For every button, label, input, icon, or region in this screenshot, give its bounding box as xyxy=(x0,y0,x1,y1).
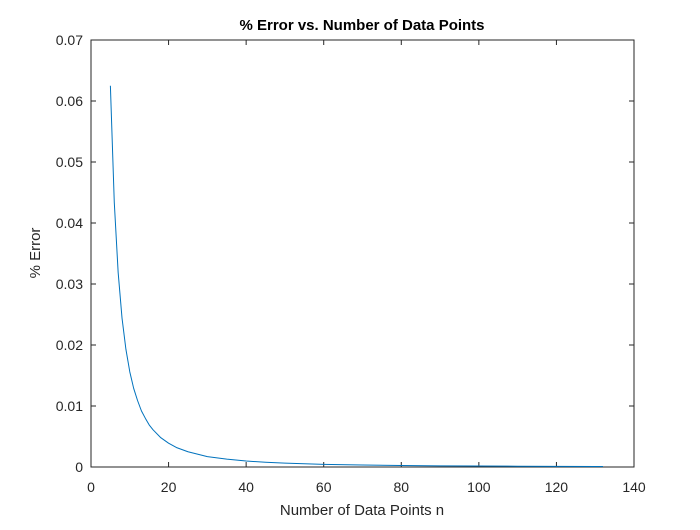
x-axis-label: Number of Data Points n xyxy=(280,502,444,519)
x-tick-label: 120 xyxy=(545,479,569,495)
y-tick-label: 0.06 xyxy=(56,93,83,109)
x-tick-label: 20 xyxy=(161,479,177,495)
plot-area xyxy=(90,39,635,468)
x-tick-label: 40 xyxy=(238,479,254,495)
y-axis-label: % Error xyxy=(27,228,44,279)
y-tick-label: 0.05 xyxy=(56,154,83,170)
x-tick-label: 60 xyxy=(316,479,332,495)
x-tick-label: 100 xyxy=(467,479,491,495)
x-tick-label: 80 xyxy=(393,479,409,495)
x-tick-label: 140 xyxy=(622,479,646,495)
series-layer xyxy=(109,85,603,467)
x-tick-label: 0 xyxy=(87,479,95,495)
y-tick-label: 0.07 xyxy=(56,32,83,48)
x-axis-ticks: 0 20 40 60 80 100 120 140 xyxy=(87,40,646,495)
y-axis-ticks: 0 0.01 0.02 0.03 0.04 0.05 0.06 0.07 xyxy=(56,32,634,475)
y-tick-label: 0.02 xyxy=(56,337,83,353)
y-tick-label: 0.01 xyxy=(56,398,83,414)
series-line xyxy=(109,85,603,467)
chart-title: % Error vs. Number of Data Points xyxy=(239,17,484,34)
y-tick-label: 0.04 xyxy=(56,215,83,231)
y-tick-label: 0.03 xyxy=(56,276,83,292)
y-tick-label: 0 xyxy=(75,459,83,475)
